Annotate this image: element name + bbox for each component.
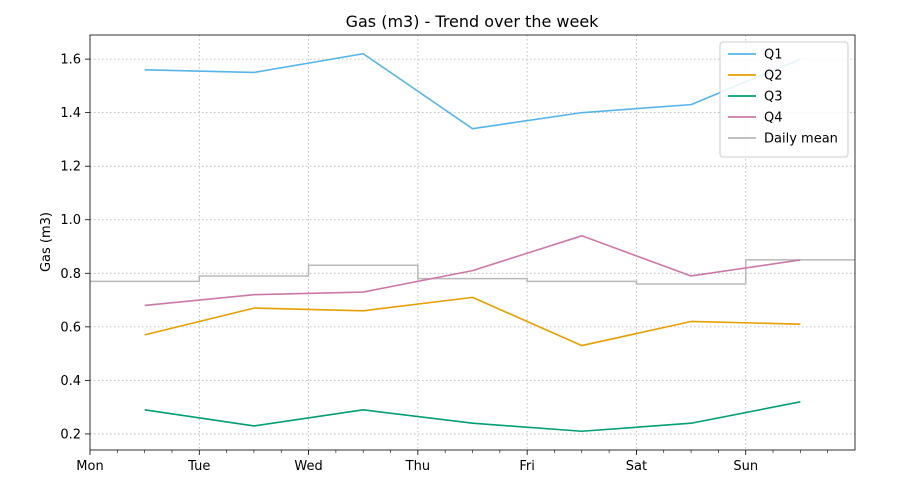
y-tick-label: 0.2	[60, 427, 81, 442]
series-line-q4	[144, 235, 801, 307]
legend-label: Q4	[764, 111, 783, 126]
legend-label: Daily mean	[764, 132, 838, 147]
x-tick-label: Wed	[294, 459, 322, 474]
legend: Q1 Q2 Q3 Q4 Daily mean	[719, 41, 849, 158]
x-tick-label: Mon	[76, 459, 103, 474]
chart-title: Gas (m3) - Trend over the week	[346, 12, 600, 31]
x-tick-label: Thu	[405, 459, 430, 474]
y-tick-label: 1.0	[60, 213, 81, 228]
legend-label: Q2	[764, 69, 783, 84]
series-line-q1	[144, 52, 801, 130]
x-tick-label: Fri	[519, 459, 535, 474]
legend-label: Q3	[764, 90, 783, 105]
y-tick-label: 1.4	[60, 106, 81, 121]
x-tick-label: Sun	[733, 459, 758, 474]
series-lines	[90, 52, 855, 433]
legend-box	[719, 41, 849, 158]
y-tick-label: 0.8	[60, 267, 81, 282]
axis-ticks: Mon Tue Wed Thu Fri Sat Sun 0.2 0.4 0.6 0.8 1.0 1.2 1…	[60, 53, 828, 474]
daily-mean-step-line	[90, 259, 855, 285]
y-tick-label: 1.2	[60, 160, 81, 175]
series-line-q2	[144, 296, 801, 347]
y-tick-label: 1.6	[60, 53, 81, 68]
y-tick-label: 0.4	[60, 374, 81, 389]
y-tick-label: 0.6	[60, 320, 81, 335]
series-line-q3	[144, 401, 801, 433]
legend-label: Q1	[764, 48, 783, 63]
y-axis-label: Gas (m3)	[39, 212, 54, 272]
x-tick-label: Sat	[626, 459, 647, 474]
x-tick-label: Tue	[187, 459, 210, 474]
